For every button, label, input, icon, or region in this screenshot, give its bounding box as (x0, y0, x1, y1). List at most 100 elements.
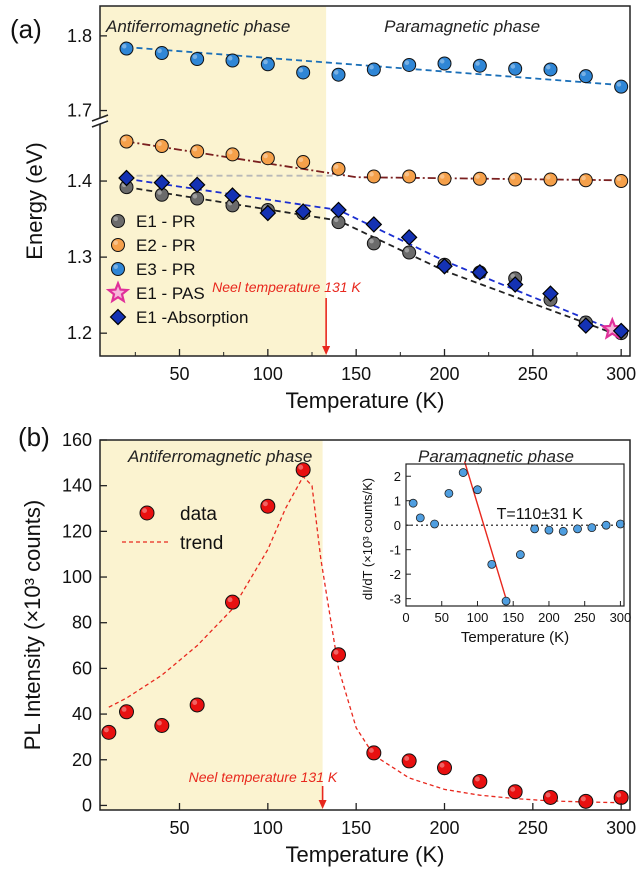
inset-y-tick-label: -2 (389, 567, 401, 582)
legend-label-b-trend: trend (180, 533, 223, 554)
inset-fit-annotation: T=110±31 K (497, 506, 584, 523)
point-a-s1-0-shine (121, 136, 127, 142)
point-a-s4-12 (542, 285, 559, 302)
legend-marker-b-data (139, 505, 155, 521)
afm-region-b (100, 440, 323, 810)
inset-point-4 (458, 468, 468, 477)
point-a-s2-12-shine (545, 64, 551, 70)
inset-lines (406, 461, 624, 604)
point-a-s4-5 (294, 203, 312, 220)
point-a-s2-3 (225, 53, 240, 68)
inset-point-6 (487, 559, 497, 569)
point-b-10-shine (439, 762, 445, 768)
point-a-s2-13 (578, 69, 593, 84)
point-a-s1-7 (366, 169, 381, 184)
axis-break-a (91, 114, 109, 128)
point-a-s0-2-shine (192, 193, 198, 199)
legend-marker-a-0 (111, 214, 125, 228)
y-tick-label-b: 140 (62, 476, 92, 496)
plot-frame-b (99, 439, 631, 811)
point-a-s1-9-shine (439, 174, 445, 179)
inset-y-tick-label: 0 (394, 518, 401, 533)
point-b-6 (295, 462, 311, 478)
x-tick-label-a: 100 (253, 364, 283, 384)
point-b-14 (578, 793, 594, 809)
break-gap (94, 118, 106, 124)
point-a-s1-4-shine (263, 153, 268, 159)
point-a-s1-6 (331, 161, 346, 176)
point-b-13-shine (545, 792, 551, 798)
afm-region-label-a: Antiferromagnetic phase (105, 17, 290, 36)
legend-marker-a-2-shine (113, 264, 118, 269)
trend-line-a-3 (126, 177, 622, 335)
x-tick-label-a: 150 (341, 364, 371, 384)
panel-a: (a) Antiferromagnetic phase Paramagnetic… (10, 5, 636, 413)
point-b-11 (472, 773, 488, 789)
point-a-s2-11 (508, 61, 523, 76)
point-a-s2-1-shine (157, 48, 162, 54)
break-mark-top (91, 114, 109, 122)
point-b-12 (507, 784, 523, 800)
point-a-s2-13-shine (581, 71, 586, 77)
point-b-1-shine (121, 706, 127, 712)
inset-x-tick-label: 200 (538, 610, 560, 625)
point-b-12-shine (510, 786, 516, 792)
point-a-s2-5 (296, 65, 311, 80)
point-a-s4-3 (224, 187, 241, 204)
y-tick-label-b: 20 (72, 750, 92, 770)
point-b-10 (437, 760, 452, 776)
pm-region-label-a: Paramagnetic phase (384, 17, 540, 36)
legend-marker-a-3 (105, 280, 131, 304)
legend-marker-a-4 (109, 308, 127, 326)
inset-frame (405, 463, 625, 607)
inset-x-tick-label: 100 (467, 610, 489, 625)
point-a-s2-6 (331, 67, 346, 82)
inset-point-14 (601, 520, 611, 530)
afm-region-label-b: Antiferromagnetic phase (127, 447, 312, 466)
legend-label-a-3: E1 - PAS (136, 284, 205, 303)
point-a-s1-10-shine (475, 174, 480, 179)
point-a-s2-14-shine (616, 82, 622, 87)
trend-curve-b (108, 475, 622, 804)
neel-arrow-a (322, 298, 331, 355)
point-b-2-shine (156, 720, 162, 726)
point-a-s4-11 (506, 276, 524, 293)
point-a-s1-4 (260, 151, 275, 166)
neel-annotation-a: Neel temperature 131 K (212, 279, 361, 295)
y-tick-label-a: 1.8 (67, 26, 92, 46)
inset-x-axis-label: Temperature (K) (461, 629, 569, 646)
point-a-s4-0 (118, 169, 135, 187)
trend-line-a-4 (126, 186, 622, 338)
inset-point-10 (544, 525, 554, 535)
point-a-s2-9-shine (439, 58, 445, 64)
point-b-8-shine (368, 748, 374, 753)
x-tick-label-b: 250 (518, 818, 548, 838)
y-axis-label-a: Energy (eV) (22, 142, 47, 259)
point-a-s2-7 (366, 62, 381, 77)
legend-marker-b-data-shine (142, 508, 147, 513)
inset-x-tick-label: 300 (610, 610, 632, 625)
point-a-s2-8 (402, 57, 417, 72)
point-a-s2-3-shine (227, 55, 233, 61)
point-b-2 (154, 717, 170, 733)
inset-b: 0 50 100 150 200 250 300 -3 -2 -1 0 1 2 Temperature … (355, 461, 632, 654)
point-a-s1-12 (543, 172, 558, 187)
inset-point-5 (473, 485, 482, 495)
point-b-14-shine (580, 796, 586, 802)
point-b-6-shine (298, 464, 304, 470)
point-a-s2-2-shine (192, 54, 198, 60)
point-a-s4-10 (471, 264, 489, 281)
legend-a: E1 - PR E2 - PR E3 - PR E1 - PAS E1 -Absorpt… (105, 212, 248, 327)
trend-line-b (108, 475, 622, 804)
point-a-s4-7 (365, 216, 383, 233)
x-tick-label-b: 50 (169, 818, 189, 838)
point-a-s4-9 (436, 257, 453, 275)
point-b-11-shine (474, 776, 480, 782)
y-tick-label-b: 120 (62, 521, 92, 541)
point-a-s4-8 (400, 229, 418, 246)
point-a-s2-14 (614, 79, 629, 94)
legend-b: data trend (122, 504, 223, 554)
y-tick-label-b: 0 (82, 795, 92, 815)
point-a-s2-0-shine (121, 44, 127, 49)
